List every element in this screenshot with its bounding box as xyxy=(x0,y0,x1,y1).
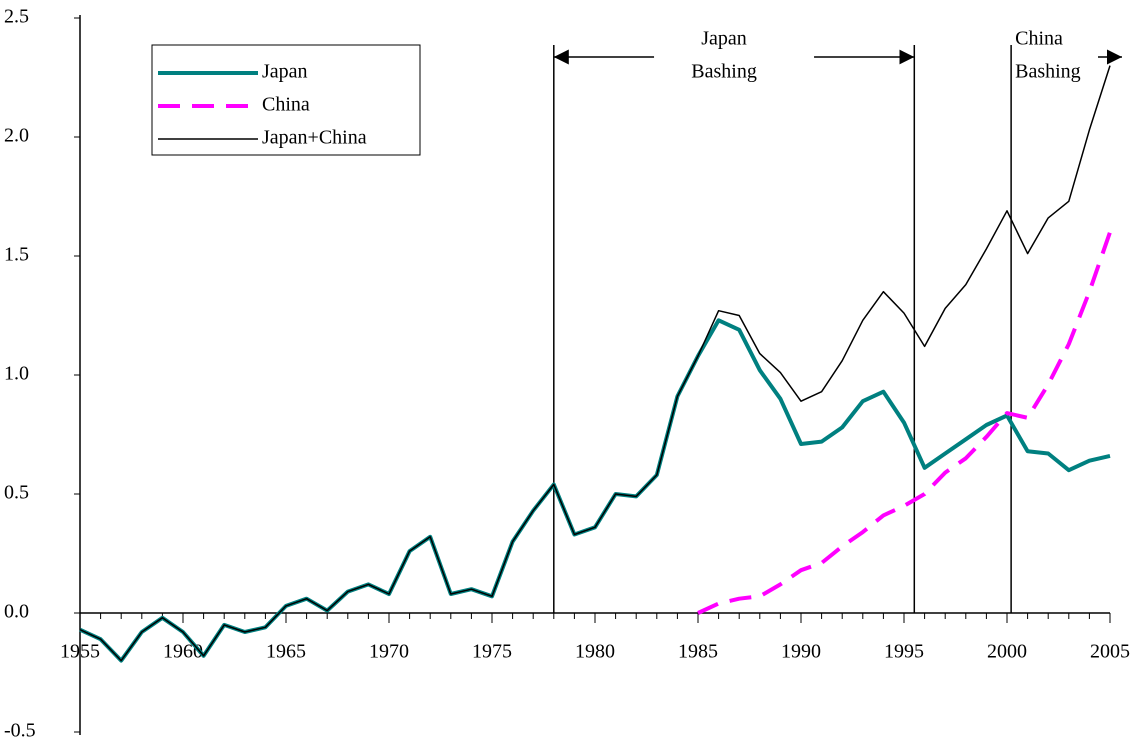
legend-label: Japan xyxy=(262,61,308,83)
y-tick-label: 1.0 xyxy=(4,363,29,385)
annotation-text: Japan xyxy=(701,28,747,50)
series-line xyxy=(79,318,1111,663)
annotation-text: Bashing xyxy=(691,61,757,83)
y-tick-label: 0.5 xyxy=(4,482,29,504)
x-tick-label: 1995 xyxy=(884,641,924,663)
legend-label: Japan+China xyxy=(262,127,367,149)
annotation-text: Bashing xyxy=(1015,61,1081,83)
legend-box xyxy=(151,44,421,156)
x-tick-label: 1980 xyxy=(575,641,615,663)
x-tick-label: 1955 xyxy=(60,641,100,663)
x-tick-label: 1960 xyxy=(163,641,203,663)
y-tick-label: 0.0 xyxy=(4,601,29,623)
y-tick-label: 1.5 xyxy=(4,244,29,266)
x-tick-label: 1970 xyxy=(369,641,409,663)
legend-label: China xyxy=(262,94,310,116)
x-tick-label: 1990 xyxy=(781,641,821,663)
x-tick-label: 2005 xyxy=(1090,641,1130,663)
x-tick-label: 1965 xyxy=(266,641,306,663)
series-line xyxy=(79,65,1111,662)
x-tick-label: 2000 xyxy=(987,641,1027,663)
y-tick-label: -0.5 xyxy=(4,720,36,742)
x-tick-label: 1985 xyxy=(678,641,718,663)
x-tick-label: 1975 xyxy=(472,641,512,663)
legend: Japan China Japan+China xyxy=(151,44,421,156)
series-line xyxy=(697,231,1112,615)
y-tick-label: 2.0 xyxy=(4,125,29,147)
annotation-text: China xyxy=(1015,28,1063,50)
y-tick-label: 2.5 xyxy=(4,6,29,28)
